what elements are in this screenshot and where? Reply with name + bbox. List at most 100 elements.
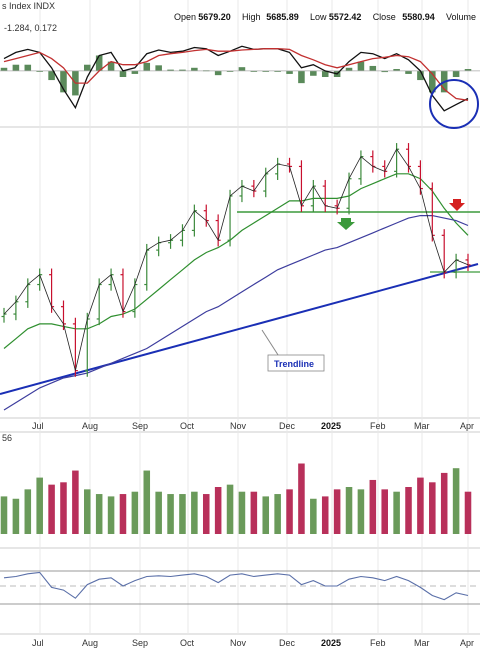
macd-histogram-bar <box>357 61 365 71</box>
volume-bar <box>24 489 32 534</box>
macd-histogram-bar <box>24 64 32 71</box>
macd-histogram-bar <box>405 70 412 74</box>
volume-bar <box>393 491 400 534</box>
x-tick-label-bottom-1: Aug <box>82 638 98 648</box>
price-bar <box>191 204 197 237</box>
volume-bar <box>417 477 424 534</box>
ohlc-label-4: Volume <box>446 12 476 22</box>
volume-bar <box>202 494 210 534</box>
volume-bar <box>226 484 234 534</box>
x-tick-label-6: 2025 <box>321 421 341 431</box>
volume-bar <box>48 484 55 534</box>
macd-histogram-bar <box>179 69 186 71</box>
volume-bar <box>84 489 91 534</box>
volume-bar <box>464 491 472 534</box>
volume-bar <box>286 489 293 534</box>
macd-histogram-bar <box>36 70 43 72</box>
trendline <box>0 263 479 395</box>
macd-histogram-bar <box>167 69 174 71</box>
price-bar <box>310 179 316 212</box>
volume-bar <box>214 487 222 534</box>
price-bar <box>156 236 162 257</box>
macd-histogram-bar <box>60 70 67 93</box>
volume-bar <box>107 496 115 534</box>
volume-bar <box>12 498 20 534</box>
x-tick-label-9: Apr <box>460 421 474 431</box>
ohlc-value-1: 5685.89 <box>266 12 299 22</box>
macd-histogram-bar <box>48 70 55 81</box>
volume-bar <box>429 482 436 534</box>
x-tick-label-bottom-2: Sep <box>132 638 148 648</box>
ohlc-label-0: Open <box>174 12 196 22</box>
x-tick-label-bottom-6: 2025 <box>321 638 341 648</box>
rsi-line <box>3 571 469 601</box>
macd-histogram-bar <box>119 70 127 77</box>
volume-bar <box>95 494 103 534</box>
volume-bar <box>333 489 341 534</box>
ohlc-value-0: 5679.20 <box>198 12 231 22</box>
x-tick-label-bottom-8: Mar <box>414 638 430 648</box>
macd-histogram-bar <box>107 61 115 71</box>
resistance-down-arrow <box>449 199 465 211</box>
x-tick-label-7: Feb <box>370 421 386 431</box>
macd-signal-line <box>3 48 469 101</box>
ohlc-value-3: 5580.94 <box>402 12 435 22</box>
macd-histogram-bar <box>226 70 234 72</box>
macd-histogram-bar <box>464 69 472 71</box>
macd-histogram-bar <box>298 70 305 84</box>
volume-bar <box>440 472 448 534</box>
volume-bar <box>0 496 8 534</box>
price-bar <box>215 214 221 247</box>
x-tick-label-bottom-9: Apr <box>460 638 474 648</box>
macd-histogram-bar <box>429 70 436 93</box>
price-bar <box>298 160 304 212</box>
volume-bar <box>167 494 174 534</box>
price-bar <box>287 157 293 173</box>
price-bar <box>168 234 174 249</box>
ohlc-readout: Open 5679.20 High 5685.89 Low 5572.42 Close 558… <box>174 12 476 22</box>
macd-histogram-bar <box>321 70 329 77</box>
macd-histogram-bar <box>345 67 353 71</box>
macd-histogram-bar <box>250 70 258 72</box>
price-bar <box>370 150 376 173</box>
macd-histogram-bar <box>0 67 8 71</box>
x-tick-label-bottom-7: Feb <box>370 638 386 648</box>
volume-bar <box>405 487 412 534</box>
price-bar <box>406 143 412 173</box>
ohlc-label-3: Close <box>373 12 396 22</box>
ohlc-label-1: High <box>242 12 261 22</box>
price-bar <box>1 307 7 323</box>
volume-bar <box>238 491 246 534</box>
x-tick-label-5: Dec <box>279 421 296 431</box>
support-up-arrow <box>337 218 355 230</box>
trendline-label: Trendline <box>274 359 314 369</box>
price-bar <box>227 189 233 247</box>
x-tick-label-0: Jul <box>32 421 44 431</box>
volume-bar <box>262 496 270 534</box>
macd-histogram-bar <box>310 70 317 76</box>
x-tick-label-bottom-5: Dec <box>279 638 296 648</box>
price-bar <box>251 179 257 198</box>
price-bar <box>465 253 471 271</box>
highlight-circle <box>429 79 479 129</box>
volume-bar <box>143 470 151 534</box>
index-label: s Index INDX <box>2 1 55 11</box>
volume-bar <box>60 482 67 534</box>
price-bar <box>72 317 78 377</box>
volume-bar <box>357 489 365 534</box>
volume-bar <box>250 491 258 534</box>
x-tick-label-4: Nov <box>230 421 247 431</box>
volume-bar <box>310 498 317 534</box>
macd-histogram-bar <box>369 65 377 71</box>
x-tick-label-bottom-0: Jul <box>32 638 44 648</box>
x-tick-label-2: Sep <box>132 421 148 431</box>
macd-histogram-bar <box>262 70 270 72</box>
macd-histogram-bar <box>286 70 293 74</box>
volume-bar <box>274 494 281 534</box>
sma200-line <box>3 215 469 411</box>
price-bar <box>239 179 245 203</box>
macd-histogram-bar <box>143 62 151 71</box>
volume-bar <box>345 487 353 534</box>
macd-histogram-bar <box>393 69 400 71</box>
